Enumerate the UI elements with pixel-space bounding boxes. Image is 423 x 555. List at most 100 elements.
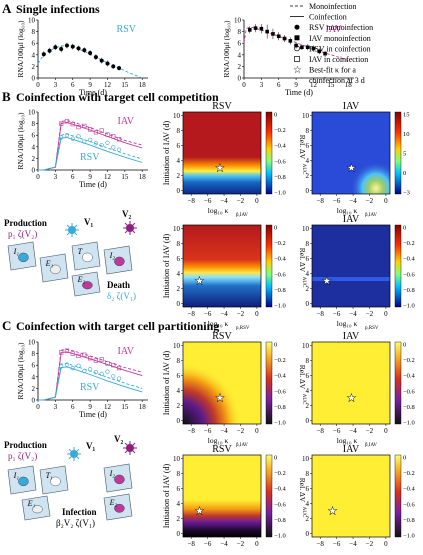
diagram-c-cell-t1-label: T₁ — [46, 471, 53, 480]
heatmap-b-iav-p-colorbar — [394, 224, 402, 308]
heatmap-c-iav-p-xtick-label: 0 — [384, 540, 388, 548]
panel-c-timecourse-xlabel: Time (d) — [79, 410, 107, 419]
heatmap-c-iav-p-colorbar-tick: −1.0 — [403, 533, 415, 540]
diagram-c-infection: Infection — [62, 507, 97, 517]
heatmap-b-rsv-p-xtick-label: −8 — [187, 310, 195, 318]
heatmap-c-rsv-p-title: RSV — [212, 444, 232, 455]
heatmap-b-rsv-beta-colorbar-tick: −0.6 — [274, 158, 287, 165]
heatmap-b-iav-p-xtick-label: −8 — [316, 310, 324, 318]
panel-c-timecourse-iav-point — [59, 350, 64, 355]
panel-b-timecourse-ytick-label: 8 — [32, 120, 36, 128]
heatmap-b-iav-p-colorbar-tick: −0.2 — [403, 240, 415, 247]
heatmap-b-rsv-p-xlabel: log₁₀ κ — [208, 319, 229, 328]
diagram-b-cell-i2-label: I₂ — [109, 251, 116, 260]
heatmap-b-rsv-p-xtick-label: −4 — [220, 310, 228, 318]
panel-c-timecourse-rsv-point — [116, 376, 122, 381]
diagram-b-cell-i1-nucleus — [18, 252, 29, 263]
heatmap-c-iav-beta-ytick-label: 0 — [306, 417, 310, 425]
heatmap-c-iav-beta-colorbar-tick: −0.2 — [403, 357, 415, 364]
heatmap-c-rsv-beta: RSV 0 2 4 6 8 10 −8 −6 −4 −2 0 log₁₀ κ β,IAV ★ 0 −0.2 −0.… — [173, 331, 307, 448]
panel-c-timecourse-iav-point — [99, 357, 104, 362]
heatmap-b-rsv-beta-xtick-label: −8 — [187, 197, 195, 205]
heatmap-b-iav-beta-xlabel-sub: β,IAV — [365, 213, 377, 218]
heatmap-b-iav-p-xlabel-sub: p,RSV — [365, 326, 379, 331]
diagram-b-cell-t-nucleus — [82, 252, 93, 263]
heatmap-b-iav-beta-xlabel: log₁₀ κ — [337, 206, 358, 215]
heatmap-b-rsv-beta-ytick-label: 0 — [177, 187, 181, 195]
panel-b-timecourse-rsv-point — [93, 141, 98, 146]
heatmap-b-rsv-beta-best-fit-star-icon: ★ — [215, 162, 225, 174]
panel-a-rsv-ytick-label: 0 — [32, 75, 36, 83]
heatmap-c-iav-beta-colorbar-tick: −1.0 — [403, 420, 415, 427]
panel-c-timecourse-rsv-label: RSV — [80, 382, 100, 393]
legend-open-dot — [294, 45, 300, 52]
panel-b-timecourse-iav-point — [59, 121, 64, 126]
heatmap-c-iav-p-ytick-label: 2 — [306, 515, 310, 523]
panel-a-rsv-point — [47, 48, 52, 53]
heatmap-b-rsv-p-xtick-label: −6 — [204, 310, 212, 318]
heatmap-c-iav-beta-colorbar-tick: −0.6 — [403, 388, 416, 395]
heatmap-c-rsv-p-ytick-label: 4 — [177, 500, 181, 508]
heatmap-c-bot-ylabel: Initiation of IAV (d) — [162, 463, 171, 528]
panel-c-timecourse-rsv-point — [70, 366, 75, 371]
heatmap-b-iav-beta-xtick-label: −8 — [316, 197, 324, 205]
diagram-c-cell-i1-nucleus — [18, 476, 29, 487]
panel-b-timecourse-iav-point — [99, 128, 104, 133]
panel-b-timecourse-rsv-point — [82, 139, 87, 144]
heatmap-c-rsv-beta-ytick-label: 4 — [177, 387, 181, 395]
heatmap-c-iav-p-xtick-label: −6 — [333, 540, 341, 548]
panel-a-iav-xtick-label: 6 — [277, 81, 281, 89]
panel-a-iav-point — [259, 26, 264, 31]
heatmap-b-rsv-beta-colorbar-tick: −0.4 — [274, 143, 287, 150]
heatmap-c-rsv-p-colorbar-tick: 0 — [274, 455, 277, 462]
heatmap-b-top-ylabel: Initiation of IAV (d) — [162, 120, 171, 185]
heatmap-b-iav-beta-colorbar — [394, 111, 402, 195]
panel-b-timecourse-xtick-label: 18 — [139, 173, 147, 181]
heatmap-c-rsv-p-xtick-label: −2 — [237, 540, 245, 548]
heatmap-c-iav-p-ytick-label: 4 — [306, 500, 310, 508]
panel-b-timecourse-iav-point — [93, 130, 98, 135]
heatmap-c-rsv-p-colorbar-label: Rel. ΔV — [298, 478, 307, 503]
panel-a-iav-point — [265, 29, 269, 34]
heatmap-b-iav-beta-xtick-label: −6 — [333, 197, 341, 205]
heatmap-c-iav-p-best-fit-star-icon: ★ — [328, 505, 338, 517]
heatmap-b-iav-p-colorbar-tick: 0 — [403, 225, 406, 232]
panel-a-rsv-xtick-label: 18 — [139, 81, 147, 89]
heatmap-b-rsv-p-frame — [182, 224, 262, 308]
heatmap-b-rsv-beta-colorbar-tick: −1.0 — [274, 190, 286, 197]
heatmap-b-iav-p-title: IAV — [343, 214, 360, 225]
heatmap-b-iav-beta-colorbar-tick: 5 — [403, 151, 406, 158]
panel-a-iav-xtick-label: 15 — [327, 81, 335, 89]
heatmap-b-iav-beta-ytick-label: 8 — [306, 127, 310, 135]
heatmap-c-rsv-beta-xtick-label: −2 — [237, 427, 245, 435]
heatmap-b-iav-p-colorbar-tick: −0.4 — [403, 256, 416, 263]
heatmap-b-iav-beta-colorbar-tick: 0 — [403, 170, 406, 177]
diagram-b-cell-e1-nucleus — [50, 264, 61, 275]
heatmap-c-rsv-p-colorbar-tick: −0.8 — [274, 517, 286, 524]
heatmap-b-iav-p-ytick-label: 0 — [306, 300, 310, 308]
heatmap-b-iav-p-ytick-label: 8 — [306, 240, 310, 248]
panel-c-timecourse-rsv-point — [99, 371, 104, 377]
heatmap-c-iav-beta-ytick-label: 8 — [306, 357, 310, 365]
heatmap-b-iav-beta-colorbar-tick: 10 — [403, 131, 410, 138]
panel-b-timecourse: 0 2 4 6 8 10 0 3 6 9 12 15 18 Time (d) RNA/100μl (log₁… — [16, 109, 148, 189]
heatmap-b-rsv-p-ytick-label: 10 — [173, 225, 181, 233]
panel-a-iav-point — [276, 34, 281, 39]
panel-a-iav-point — [253, 26, 258, 30]
heatmap-b-iav-p-xtick-label: −4 — [349, 310, 357, 318]
panel-b-timecourse-iav-label: IAV — [118, 116, 135, 127]
legend-rsv-mono: RSV monoinfection — [309, 23, 373, 32]
panel-b-timecourse-ytick-label: 10 — [28, 109, 36, 117]
panel-a-iav-ylabel: RNA/100μl (log₁₀) — [222, 20, 231, 77]
panel-c-timecourse-iav-point — [93, 358, 98, 363]
heatmap-c-rsv-beta-title: RSV — [212, 331, 232, 342]
heatmap-fill — [312, 455, 390, 537]
legend-star-icon: ☆ — [293, 65, 302, 76]
diagram-b-production-sub: p₁ ζ(V₂) — [8, 229, 37, 239]
heatmap-c-iav-beta-ytick-label: 4 — [306, 387, 310, 395]
heatmap-c-rsv-p-colorbar-tick: −0.2 — [274, 470, 286, 477]
panel-c-timecourse-ytick-label: 2 — [32, 385, 36, 393]
